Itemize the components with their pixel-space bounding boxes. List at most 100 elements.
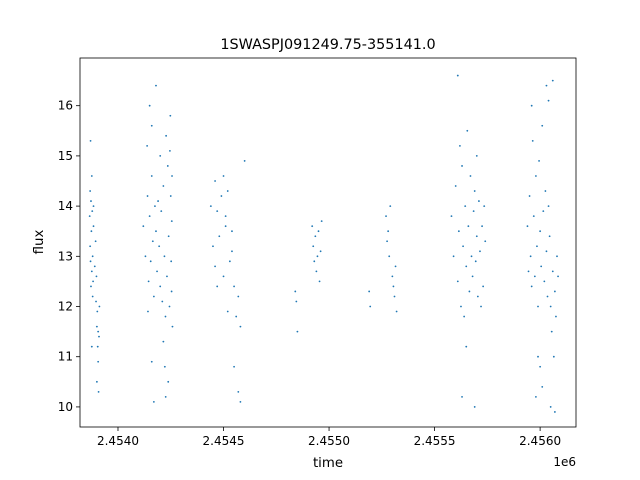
data-point (393, 295, 396, 298)
data-point (142, 225, 145, 228)
data-point (90, 230, 93, 233)
y-tick-label: 15 (58, 149, 73, 163)
data-point (239, 325, 242, 328)
data-point (218, 235, 221, 238)
data-point (311, 225, 314, 228)
data-point (452, 255, 455, 258)
data-point (535, 175, 537, 177)
data-point (169, 195, 172, 197)
data-point (148, 215, 151, 218)
data-point (547, 205, 550, 208)
data-point (475, 155, 478, 157)
data-point (527, 270, 530, 273)
data-point (456, 74, 459, 77)
data-point (231, 230, 233, 233)
data-point (214, 180, 216, 182)
data-point (95, 380, 98, 383)
data-point (95, 325, 98, 328)
data-point (96, 345, 99, 348)
data-point (150, 124, 153, 127)
y-axis-label: flux (32, 230, 47, 255)
data-point (160, 210, 163, 213)
data-point (156, 270, 158, 273)
x-axis-label: time (313, 456, 343, 471)
data-point (546, 295, 549, 298)
data-point (318, 280, 321, 283)
data-point (209, 205, 212, 208)
plot-frame (79, 57, 577, 428)
data-point (536, 245, 538, 248)
data-point (387, 230, 390, 233)
x-tick-label: 2.4545 (203, 434, 245, 448)
data-point (89, 260, 92, 263)
data-point (228, 260, 231, 263)
data-point (152, 401, 155, 403)
data-point (539, 365, 542, 368)
data-point (233, 285, 235, 288)
data-point (168, 305, 171, 308)
data-point (91, 255, 94, 258)
data-point (231, 250, 233, 253)
data-point (97, 330, 100, 333)
data-point (369, 305, 372, 308)
data-point (239, 401, 242, 403)
data-point (450, 215, 453, 218)
data-point (368, 290, 371, 293)
data-point (545, 84, 548, 87)
data-point (541, 124, 544, 127)
data-point (388, 255, 391, 258)
data-point (90, 270, 93, 273)
data-point (169, 149, 171, 152)
data-point (89, 190, 92, 192)
data-point (540, 265, 543, 268)
data-point (95, 300, 97, 303)
data-point (296, 330, 299, 333)
data-point (542, 210, 545, 213)
data-point (214, 265, 216, 268)
data-point (550, 330, 553, 333)
data-point (149, 260, 152, 263)
data-point (152, 295, 155, 298)
data-point (552, 355, 555, 358)
data-point (155, 84, 157, 87)
data-point (555, 315, 557, 318)
data-point (456, 280, 459, 283)
data-point (474, 260, 477, 263)
data-point (169, 114, 172, 117)
data-point (216, 210, 219, 213)
data-point (551, 79, 554, 82)
data-point (557, 275, 559, 278)
data-point (294, 290, 297, 293)
data-point (314, 235, 317, 238)
data-point (243, 160, 246, 162)
data-point (150, 360, 153, 363)
data-point (471, 275, 474, 278)
data-point (386, 240, 388, 243)
data-point (147, 280, 150, 283)
data-point (92, 205, 95, 208)
data-point (484, 240, 487, 243)
data-point (385, 215, 387, 218)
data-point (556, 255, 558, 258)
data-point (98, 335, 100, 338)
data-point (530, 285, 533, 288)
x-tick-label: 2.4560 (519, 434, 561, 448)
data-point (482, 285, 485, 288)
x-offset-label: 1e6 (553, 455, 576, 469)
data-point (454, 185, 457, 187)
data-point (148, 104, 151, 107)
data-point (144, 255, 147, 258)
data-point (89, 245, 92, 248)
data-point (537, 355, 539, 358)
data-point (478, 200, 480, 202)
data-point (465, 265, 468, 268)
data-point (391, 275, 394, 278)
data-point (463, 315, 466, 318)
data-point (535, 395, 537, 398)
data-point (529, 255, 532, 258)
x-tick-label: 2.4540 (97, 434, 139, 448)
data-point (475, 235, 478, 238)
data-point (528, 195, 531, 197)
data-point (146, 195, 149, 197)
data-point (389, 205, 392, 208)
